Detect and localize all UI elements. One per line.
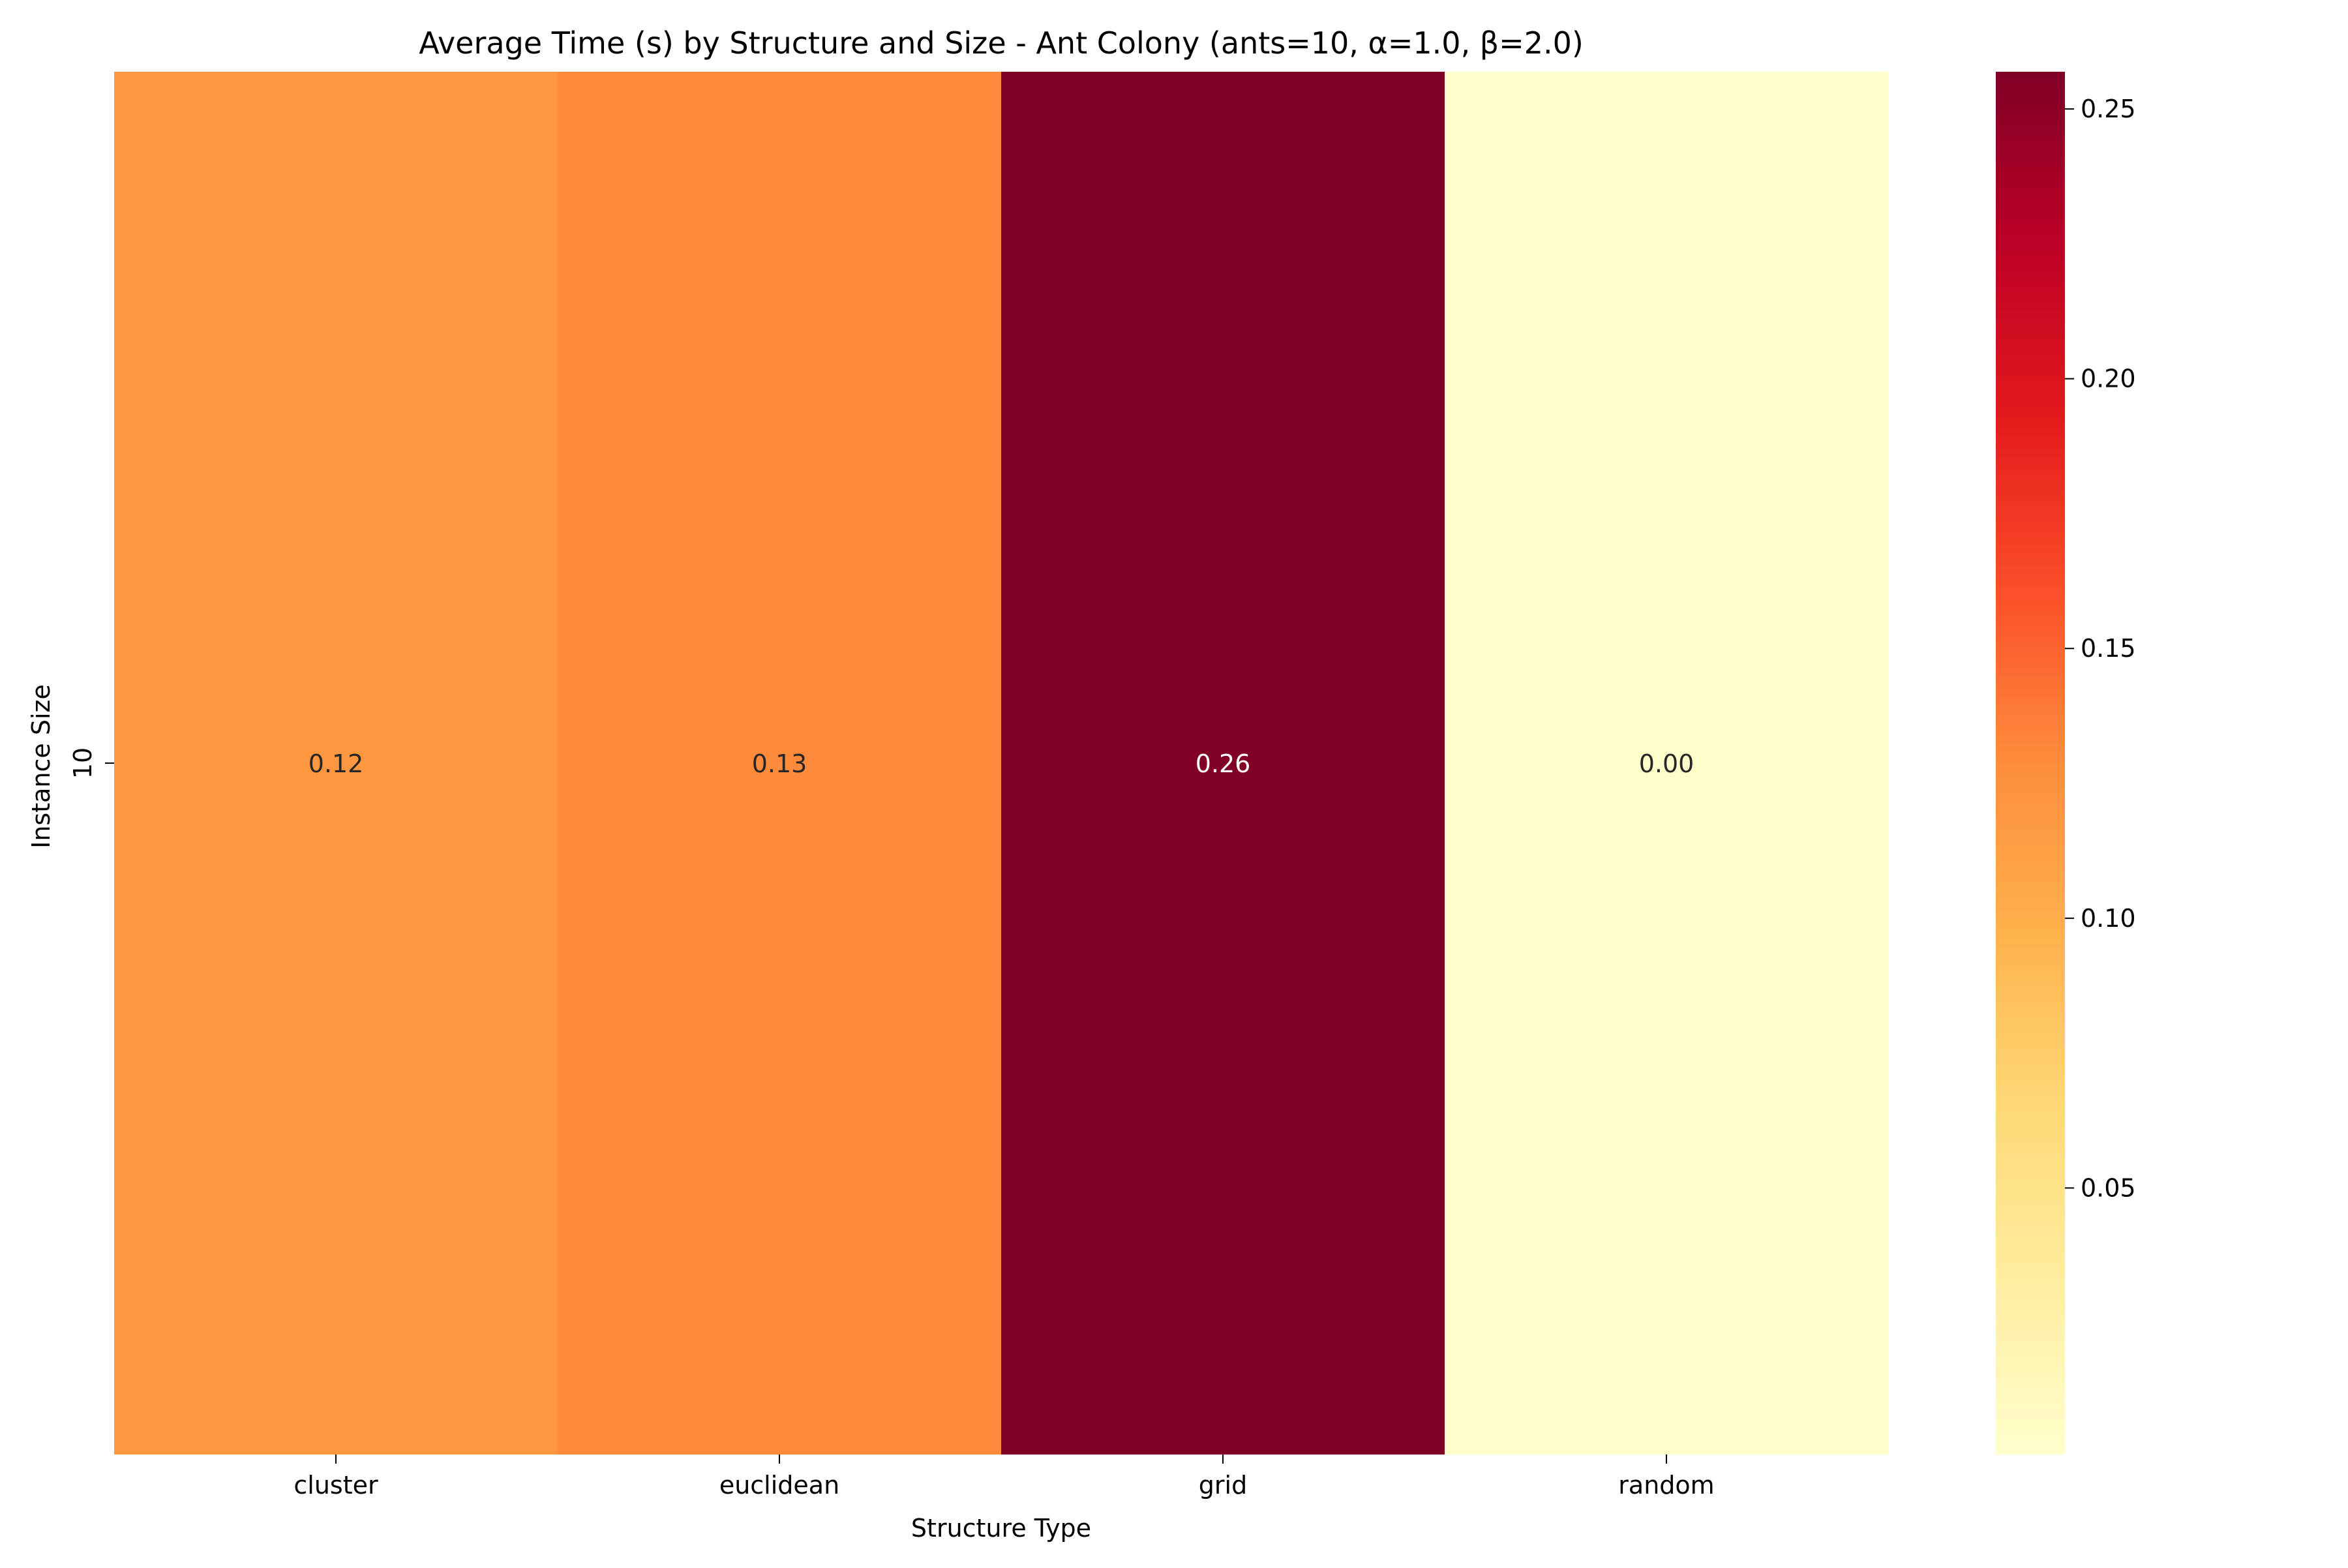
heatmap-cell-random xyxy=(1445,72,1889,1455)
heatmap-cell-label-cluster: 0.12 xyxy=(309,749,364,778)
y-axis-ticks: 10 xyxy=(68,747,114,779)
heatmap-cell-label-grid: 0.26 xyxy=(1196,749,1251,778)
x-tick-label-random: random xyxy=(1618,1471,1714,1500)
colorbar-tick-label: 0.05 xyxy=(2081,1173,2136,1202)
colorbar-tick-label: 0.15 xyxy=(2081,634,2136,663)
colorbar-ticks: 0.05 0.10 0.15 0.20 0.25 xyxy=(2065,95,2136,1202)
heatmap-cell-labels: 0.12 0.13 0.26 0.00 xyxy=(309,749,1694,778)
x-tick-label-grid: grid xyxy=(1199,1471,1247,1500)
x-tick-label-cluster: cluster xyxy=(294,1471,378,1500)
heatmap-cell-label-euclidean: 0.13 xyxy=(752,749,807,778)
x-axis-ticks: cluster euclidean grid random xyxy=(294,1455,1715,1500)
heatmap-cell-cluster xyxy=(114,72,558,1455)
heatmap-cell-euclidean xyxy=(558,72,1002,1455)
y-tick-label-10: 10 xyxy=(68,747,97,779)
colorbar-tick-label: 0.25 xyxy=(2081,95,2136,123)
heatmap-cell-grid xyxy=(1001,72,1445,1455)
colorbar-tick-label: 0.20 xyxy=(2081,365,2136,393)
x-tick-label-euclidean: euclidean xyxy=(719,1471,839,1500)
y-axis-label: Instance Size xyxy=(27,684,55,849)
chart-title: Average Time (s) by Structure and Size -… xyxy=(419,25,1584,61)
x-axis-label: Structure Type xyxy=(911,1514,1091,1543)
heatmap-cells xyxy=(114,72,1889,1455)
colorbar xyxy=(1996,72,2065,1455)
colorbar-tick-label: 0.10 xyxy=(2081,904,2136,933)
heatmap-cell-label-random: 0.00 xyxy=(1639,749,1694,778)
